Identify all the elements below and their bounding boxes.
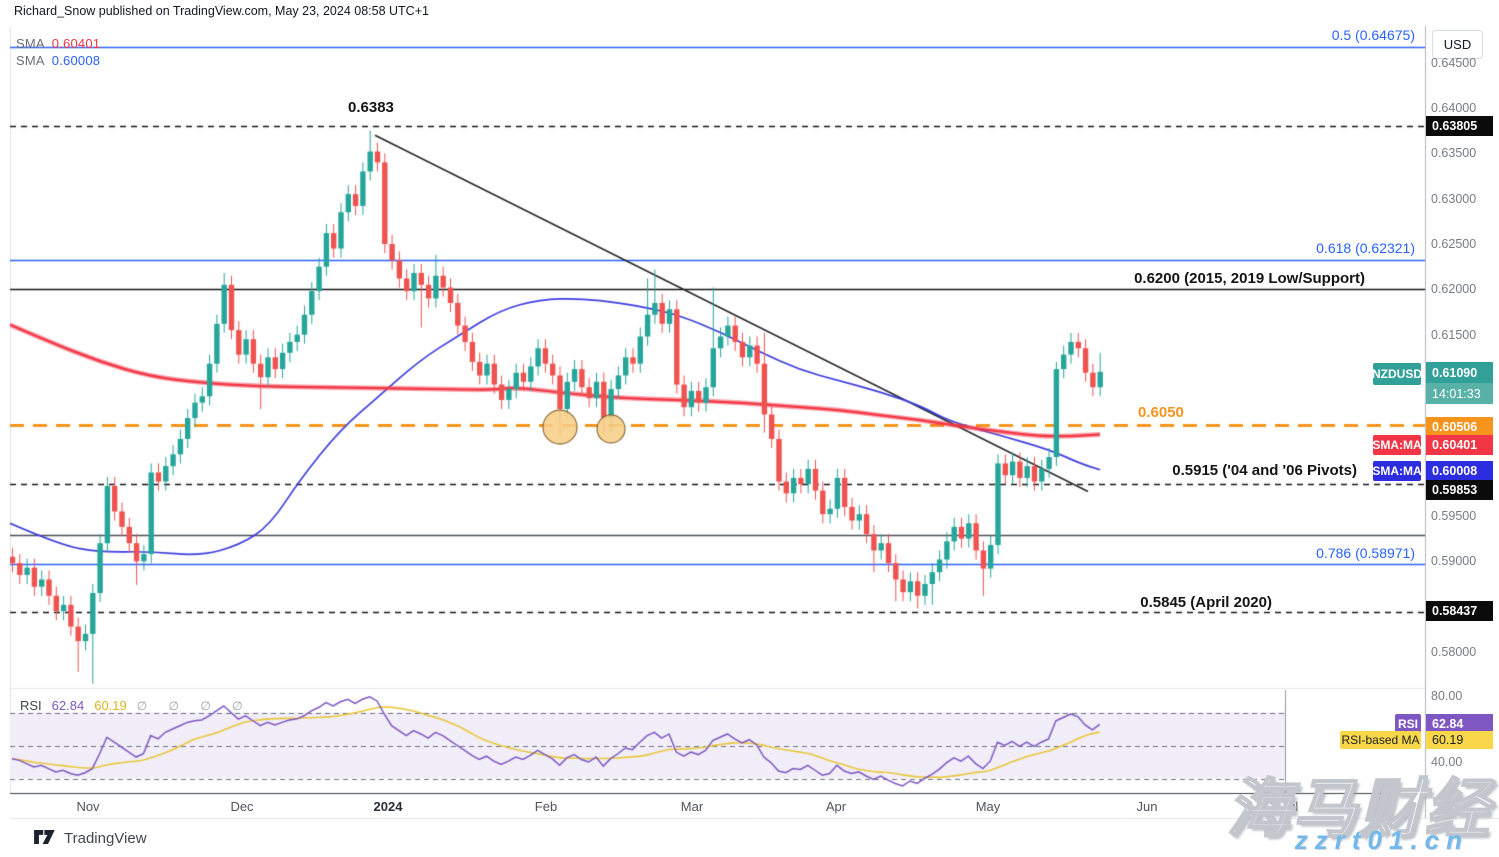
sma-fast-legend-value: 0.60401 <box>51 36 101 51</box>
pivots-annotation: 0.5915 ('04 and '06 Pivots) <box>1172 462 1357 479</box>
sma-slow-legend-value: 0.60008 <box>51 53 101 68</box>
time-tick-Mar: Mar <box>680 799 704 814</box>
tradingview-logo-icon <box>34 830 56 847</box>
time-tick-Feb: Feb <box>534 799 558 814</box>
rsi-legend[interactable]: RSI 62.84 60.19 ∅ ∅ ∅ ∅ <box>20 698 252 713</box>
price-tick-label: 0.63500 <box>1431 146 1477 161</box>
time-tick-Nov: Nov <box>76 799 100 814</box>
peak-annotation: 0.6383 <box>348 99 394 116</box>
fib-0618-label: 0.618 (0.62321) <box>1316 240 1415 256</box>
publication-header: Richard_Snow published on TradingView.co… <box>14 4 429 18</box>
orange-level-annotation: 0.6050 <box>1138 404 1184 421</box>
rsi-ma-value-label: 60.19 <box>1426 731 1493 749</box>
time-tick-May: May <box>975 799 1001 814</box>
sma-slow-legend[interactable]: SMA 0.60008 <box>16 53 100 68</box>
watermark-cn-text: 海马财经 <box>1226 772 1491 848</box>
april-2020-annotation: 0.5845 (April 2020) <box>1140 594 1272 611</box>
price-tick-label: 0.62500 <box>1431 237 1477 251</box>
currency-button[interactable]: USD <box>1432 30 1483 59</box>
support-0620-annotation: 0.6200 (2015, 2019 Low/Support) <box>1134 270 1365 287</box>
tradingview-brand-text: TradingView <box>64 830 147 847</box>
rsi-legend-label: RSI <box>20 698 42 713</box>
time-tick-Apr: Apr <box>825 799 847 814</box>
time-tick-Dec: Dec <box>230 799 254 814</box>
symbol-badge: NZDUSD <box>1372 363 1422 385</box>
sma-fast-legend[interactable]: SMA 0.60401 <box>16 36 100 51</box>
sma-fast-price-label: 0.60401 <box>1426 435 1493 455</box>
price-tick-label: 0.64000 <box>1431 101 1477 115</box>
fib-0786-label: 0.786 (0.58971) <box>1316 545 1415 561</box>
pivot-level-price-label: 0.59853 <box>1426 480 1493 500</box>
rsi-tick-label: 80.00 <box>1431 689 1463 703</box>
orange-level-price-label: 0.60506 <box>1426 417 1493 437</box>
sma-slow-price-label: 0.60008 <box>1426 461 1493 481</box>
rsi-tick-label: 40.00 <box>1431 755 1463 769</box>
price-tick-label: 0.62000 <box>1431 282 1477 297</box>
sma-fast-badge: SMA:MA <box>1372 435 1422 455</box>
rsi-legend-value: 62.84 <box>51 698 85 713</box>
high-level-price-label: 0.63805 <box>1426 116 1493 136</box>
price-tick-label: 0.61500 <box>1431 327 1477 342</box>
rsi-badge: RSI <box>1395 714 1421 734</box>
countdown-label: 14:01:33 <box>1426 383 1493 404</box>
rsi-value-label: 62.84 <box>1426 714 1493 734</box>
time-tick-Jun: Jun <box>1136 799 1158 814</box>
sma-fast-legend-label: SMA <box>16 36 45 51</box>
rsi-ma-badge: RSI-based MA <box>1340 731 1421 749</box>
price-tick-label: 0.63000 <box>1431 191 1477 206</box>
price-tick-label: 0.58000 <box>1431 645 1477 659</box>
last-price-label: 0.61090 <box>1426 362 1493 383</box>
sma-slow-legend-label: SMA <box>16 53 45 68</box>
price-tick-label: 0.59500 <box>1431 509 1477 523</box>
price-tick-label: 0.59000 <box>1431 554 1477 569</box>
rsi-legend-empty-values: ∅ ∅ ∅ ∅ <box>136 698 252 713</box>
time-tick-2024: 2024 <box>373 799 403 814</box>
rsi-legend-ma-value: 60.19 <box>94 698 127 713</box>
sma-slow-badge: SMA:MA <box>1372 461 1422 481</box>
price-tick-label: 0.64500 <box>1431 55 1477 70</box>
fib-05-label: 0.5 (0.64675) <box>1331 27 1415 43</box>
tradingview-brand-link[interactable]: TradingView <box>34 830 147 847</box>
april-level-price-label: 0.58437 <box>1426 601 1493 621</box>
watermark-site-url: zzrt01.cn <box>1294 825 1469 855</box>
time-tick-Jul: Jul <box>1281 799 1299 814</box>
